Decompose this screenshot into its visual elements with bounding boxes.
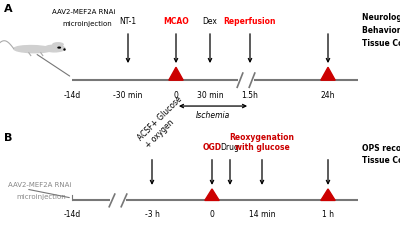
Polygon shape xyxy=(321,67,335,80)
Circle shape xyxy=(53,43,63,46)
Text: AAV2-MEF2A RNAi: AAV2-MEF2A RNAi xyxy=(52,9,115,15)
Text: ACSF+ Glucose
+ oxygen: ACSF+ Glucose + oxygen xyxy=(136,95,192,150)
Text: Reperfusion: Reperfusion xyxy=(224,17,276,26)
Text: Ischemia: Ischemia xyxy=(196,111,230,120)
Polygon shape xyxy=(169,67,183,80)
Text: 1 h: 1 h xyxy=(322,210,334,219)
Text: -30 min: -30 min xyxy=(113,91,143,100)
Text: 0: 0 xyxy=(174,91,178,100)
Text: OPS recorded;
Tissue Collection: OPS recorded; Tissue Collection xyxy=(362,143,400,165)
Text: 14 min: 14 min xyxy=(249,210,275,219)
Text: -14d: -14d xyxy=(63,210,81,219)
Polygon shape xyxy=(321,189,335,200)
Text: microinjection: microinjection xyxy=(62,21,112,27)
Text: 1.5h: 1.5h xyxy=(242,91,258,100)
Text: B: B xyxy=(4,133,12,143)
Circle shape xyxy=(44,45,65,52)
Text: Reoxygenation
with glucose: Reoxygenation with glucose xyxy=(230,133,294,152)
Text: 0: 0 xyxy=(210,210,214,219)
Text: AAV2-MEF2A RNAi: AAV2-MEF2A RNAi xyxy=(8,182,71,188)
Text: NT-1: NT-1 xyxy=(120,17,136,26)
Text: Neurological Score;
Behavioral assays;
Tissue Collection: Neurological Score; Behavioral assays; T… xyxy=(362,13,400,48)
Text: -3 h: -3 h xyxy=(144,210,160,219)
Text: microinjection: microinjection xyxy=(16,193,66,200)
Text: MCAO: MCAO xyxy=(163,17,189,26)
Text: Dex: Dex xyxy=(202,17,218,26)
Circle shape xyxy=(58,47,60,48)
Text: A: A xyxy=(4,4,13,14)
Polygon shape xyxy=(205,189,219,200)
Text: -14d: -14d xyxy=(63,91,81,100)
Text: 24h: 24h xyxy=(321,91,335,100)
Text: OGD: OGD xyxy=(202,143,222,152)
Text: 30 min: 30 min xyxy=(197,91,223,100)
Text: Drug: Drug xyxy=(220,143,240,152)
Ellipse shape xyxy=(14,46,52,53)
